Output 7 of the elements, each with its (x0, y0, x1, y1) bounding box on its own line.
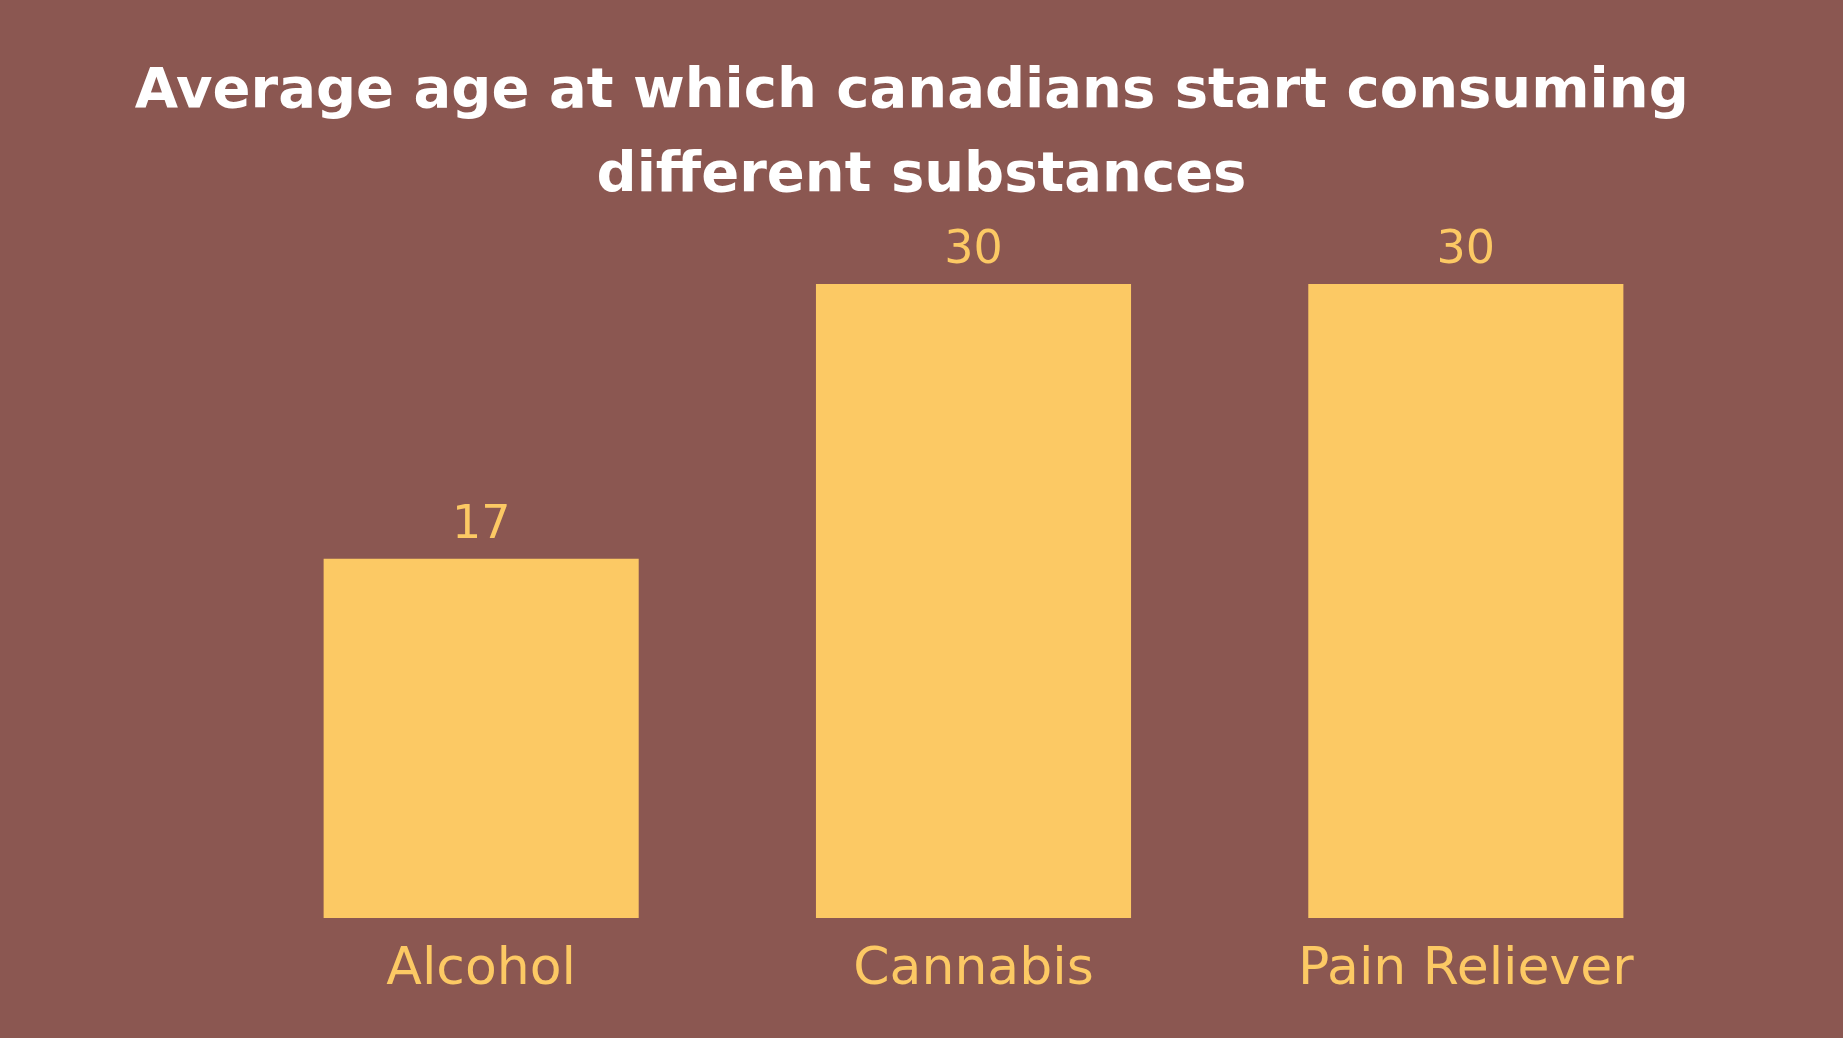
chart-title: Average age at which canadians start consuming different substances (134, 54, 1709, 204)
data-label: 30 (1436, 220, 1496, 274)
x-tick-label: Pain Reliever (1298, 936, 1635, 996)
x-tick-label: Alcohol (386, 936, 576, 996)
data-label: 17 (451, 494, 511, 549)
x-tick-label: Cannabis (853, 936, 1094, 996)
data-label: 30 (944, 220, 1003, 274)
